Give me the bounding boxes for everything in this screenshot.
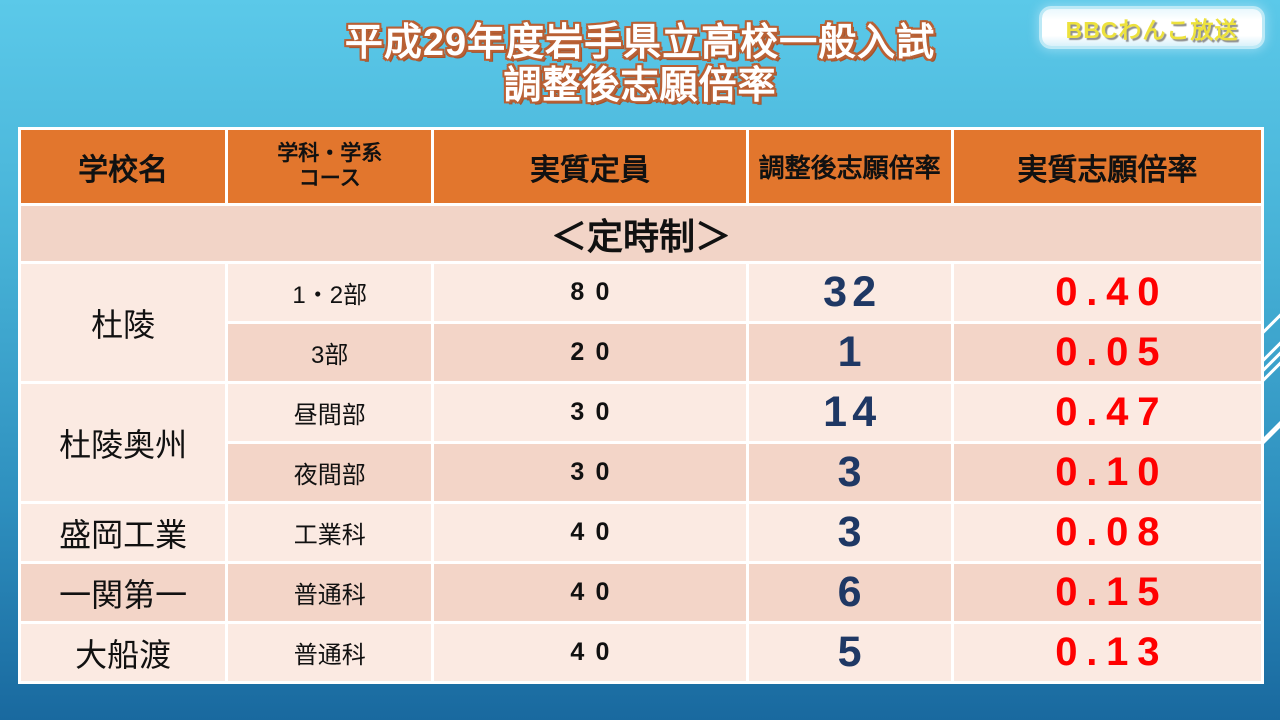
slide-title-line1: 平成29年度岩手県立高校一般入試 bbox=[344, 22, 936, 64]
adjusted-ratio-cell: 3 bbox=[745, 441, 954, 504]
capacity-cell: 20 bbox=[431, 321, 749, 384]
adjusted-ratio-cell: 14 bbox=[745, 381, 954, 444]
course-cell: 工業科 bbox=[225, 501, 435, 564]
course-cell: 夜間部 bbox=[225, 441, 435, 504]
application-ratio-table: 学校名 学科・学系 コース 実質定員 調整後志願倍率 実質志願倍率 ＜定時制＞ … bbox=[17, 127, 1265, 684]
capacity-cell: 40 bbox=[431, 561, 749, 624]
table-row: 盛岡工業 工業科 40 3 0.08 bbox=[17, 501, 1265, 564]
capacity-cell: 40 bbox=[431, 501, 749, 564]
course-cell: 3部 bbox=[225, 321, 435, 384]
actual-ratio-cell: 0.15 bbox=[950, 561, 1265, 624]
table-row: 杜陵 1・2部 80 32 0.40 bbox=[17, 261, 1265, 384]
column-header-course: 学科・学系 コース bbox=[225, 127, 435, 206]
slide-title-line2: 調整後志願倍率 bbox=[503, 64, 777, 107]
slide-title: 平成29年度岩手県立高校一般入試 調整後志願倍率 bbox=[0, 22, 1280, 107]
section-label-part-time: ＜定時制＞ bbox=[18, 203, 1264, 264]
table-row: 3部 20 1 0.05 bbox=[20, 321, 1265, 384]
school-name-cell: 盛岡工業 bbox=[17, 501, 229, 564]
column-header-school: 学校名 bbox=[17, 127, 229, 206]
school-name-cell: 杜陵 bbox=[17, 261, 229, 384]
column-header-course-line2: コース bbox=[298, 166, 361, 190]
actual-ratio-cell: 0.47 bbox=[950, 381, 1265, 444]
diagonal-line bbox=[1262, 409, 1280, 458]
adjusted-ratio-cell: 32 bbox=[745, 261, 954, 324]
broadcaster-badge-label: BBCわんこ放送 bbox=[1065, 16, 1239, 43]
school-name-cell: 杜陵奥州 bbox=[17, 381, 229, 504]
actual-ratio-cell: 0.08 bbox=[950, 501, 1265, 564]
header-row: 学校名 学科・学系 コース 実質定員 調整後志願倍率 実質志願倍率 bbox=[17, 127, 1265, 206]
school-name-cell: 大船渡 bbox=[17, 621, 229, 684]
actual-ratio-cell: 0.13 bbox=[950, 621, 1265, 684]
section-row: ＜定時制＞ bbox=[18, 203, 1264, 264]
capacity-cell: 30 bbox=[431, 381, 749, 444]
actual-ratio-cell: 0.10 bbox=[950, 441, 1265, 504]
background-deco-lines bbox=[1262, 295, 1280, 465]
table-row: 大船渡 普通科 40 5 0.13 bbox=[17, 621, 1265, 684]
broadcaster-badge: BBCわんこ放送 bbox=[1042, 9, 1262, 46]
table-row: 夜間部 30 3 0.10 bbox=[20, 441, 1265, 504]
school-name-cell: 一関第一 bbox=[17, 561, 229, 624]
actual-ratio-cell: 0.40 bbox=[950, 261, 1265, 324]
course-cell: 普通科 bbox=[225, 621, 435, 684]
course-cell: 昼間部 bbox=[225, 381, 435, 444]
adjusted-ratio-cell: 6 bbox=[745, 561, 954, 624]
actual-ratio-cell: 0.05 bbox=[950, 321, 1265, 384]
adjusted-ratio-cell: 5 bbox=[745, 621, 954, 684]
ratio-table: 学校名 学科・学系 コース 実質定員 調整後志願倍率 実質志願倍率 ＜定時制＞ … bbox=[17, 127, 1265, 684]
course-cell: 普通科 bbox=[225, 561, 435, 624]
adjusted-ratio-cell: 3 bbox=[745, 501, 954, 564]
column-header-capacity: 実質定員 bbox=[431, 127, 749, 206]
capacity-cell: 80 bbox=[431, 261, 749, 324]
table-row: 杜陵奥州 昼間部 30 14 0.47 bbox=[17, 381, 1265, 504]
table-row: 一関第一 普通科 40 6 0.15 bbox=[17, 561, 1265, 624]
course-cell: 1・2部 bbox=[225, 261, 435, 324]
column-header-course-line1: 学科・学系 bbox=[277, 142, 383, 166]
column-header-adjusted-ratio: 調整後志願倍率 bbox=[745, 127, 954, 206]
diagonal-line bbox=[1262, 301, 1280, 348]
column-header-actual-ratio: 実質志願倍率 bbox=[950, 127, 1265, 206]
capacity-cell: 40 bbox=[431, 621, 749, 684]
capacity-cell: 30 bbox=[431, 441, 749, 504]
adjusted-ratio-cell: 1 bbox=[745, 321, 954, 384]
